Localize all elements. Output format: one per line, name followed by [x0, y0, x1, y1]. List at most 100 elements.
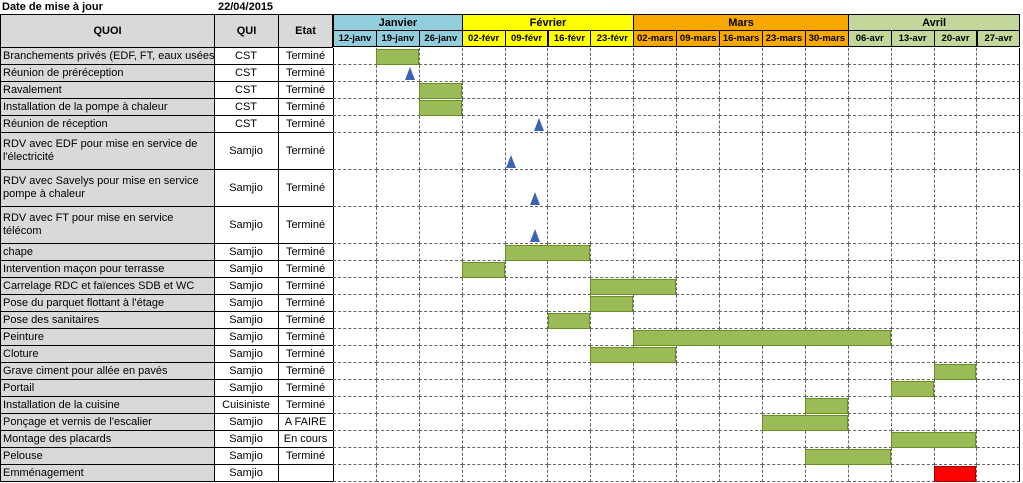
timeline-cell[interactable]: [461, 48, 506, 65]
task-name-cell[interactable]: Pelouse: [0, 448, 215, 465]
timeline-cell[interactable]: [847, 244, 892, 261]
timeline-cell[interactable]: [719, 116, 763, 133]
timeline-cell[interactable]: [804, 380, 849, 397]
timeline-cell[interactable]: [461, 465, 506, 482]
task-name-cell[interactable]: Portail: [0, 380, 215, 397]
timeline-cell[interactable]: [333, 170, 377, 207]
timeline-cell[interactable]: [804, 116, 849, 133]
timeline-cell[interactable]: [418, 65, 463, 82]
timeline-cell[interactable]: [933, 295, 978, 312]
timeline-cell[interactable]: [633, 244, 678, 261]
timeline-cell[interactable]: [762, 312, 806, 329]
timeline-cell[interactable]: [804, 363, 849, 380]
timeline-cell[interactable]: [890, 170, 935, 207]
task-status-cell[interactable]: Terminé: [278, 170, 334, 207]
timeline-cell[interactable]: [676, 431, 721, 448]
timeline-cell[interactable]: [933, 414, 978, 431]
timeline-cell[interactable]: [847, 312, 892, 329]
timeline-cell[interactable]: [333, 346, 377, 363]
timeline-cell[interactable]: [762, 48, 806, 65]
week-header[interactable]: 06-avr: [847, 30, 892, 47]
timeline-cell[interactable]: [719, 346, 763, 363]
month-header[interactable]: Mars: [633, 14, 849, 31]
timeline-cell[interactable]: [676, 48, 721, 65]
task-status-cell[interactable]: En cours: [278, 431, 334, 448]
timeline-cell[interactable]: [976, 278, 1021, 295]
timeline-cell[interactable]: [461, 170, 506, 207]
task-owner-cell[interactable]: Samjio: [214, 295, 279, 312]
timeline-cell[interactable]: [633, 397, 678, 414]
timeline-cell[interactable]: [333, 363, 377, 380]
timeline-cell[interactable]: [762, 363, 806, 380]
task-bar[interactable]: [633, 330, 891, 346]
timeline-cell[interactable]: [676, 133, 721, 170]
task-status-cell[interactable]: Terminé: [278, 261, 334, 278]
task-owner-cell[interactable]: CST: [214, 116, 279, 133]
timeline-cell[interactable]: [847, 207, 892, 244]
timeline-cell[interactable]: [676, 363, 721, 380]
timeline-cell[interactable]: [676, 82, 721, 99]
timeline-cell[interactable]: [418, 363, 463, 380]
timeline-cell[interactable]: [933, 207, 978, 244]
task-status-cell[interactable]: Terminé: [278, 99, 334, 116]
timeline-cell[interactable]: [418, 278, 463, 295]
timeline-cell[interactable]: [418, 207, 463, 244]
timeline-cell[interactable]: [719, 133, 763, 170]
timeline-cell[interactable]: [504, 261, 549, 278]
task-name-cell[interactable]: Ponçage et vernis de l'escalier: [0, 414, 215, 431]
timeline-cell[interactable]: [976, 48, 1021, 65]
timeline-cell[interactable]: [847, 99, 892, 116]
timeline-cell[interactable]: [847, 261, 892, 278]
timeline-cell[interactable]: [890, 244, 935, 261]
week-header[interactable]: 26-janv: [418, 30, 463, 47]
timeline-cell[interactable]: [504, 329, 549, 346]
timeline-cell[interactable]: [933, 244, 978, 261]
task-owner-cell[interactable]: Samjio: [214, 207, 279, 244]
task-bar[interactable]: [504, 245, 591, 261]
timeline-cell[interactable]: [333, 312, 377, 329]
timeline-cell[interactable]: [976, 295, 1021, 312]
timeline-cell[interactable]: [762, 295, 806, 312]
timeline-cell[interactable]: [762, 278, 806, 295]
timeline-cell[interactable]: [719, 465, 763, 482]
task-name-cell[interactable]: RDV avec EDF pour mise en service de l'é…: [0, 133, 215, 170]
timeline-cell[interactable]: [461, 207, 506, 244]
timeline-cell[interactable]: [890, 278, 935, 295]
timeline-cell[interactable]: [547, 278, 592, 295]
timeline-cell[interactable]: [504, 65, 549, 82]
timeline-cell[interactable]: [719, 397, 763, 414]
timeline-cell[interactable]: [333, 278, 377, 295]
task-bar[interactable]: [418, 83, 462, 99]
timeline-cell[interactable]: [804, 133, 849, 170]
timeline-cell[interactable]: [504, 133, 549, 170]
timeline-cell[interactable]: [375, 346, 420, 363]
timeline-cell[interactable]: [504, 116, 549, 133]
timeline-cell[interactable]: [590, 65, 635, 82]
timeline-cell[interactable]: [333, 207, 377, 244]
timeline-cell[interactable]: [375, 363, 420, 380]
timeline-cell[interactable]: [933, 99, 978, 116]
timeline-cell[interactable]: [375, 82, 420, 99]
task-owner-cell[interactable]: CST: [214, 99, 279, 116]
timeline-cell[interactable]: [375, 116, 420, 133]
timeline-cell[interactable]: [847, 397, 892, 414]
timeline-cell[interactable]: [633, 207, 678, 244]
timeline-cell[interactable]: [418, 133, 463, 170]
timeline-cell[interactable]: [804, 65, 849, 82]
timeline-cell[interactable]: [976, 133, 1021, 170]
task-bar[interactable]: [547, 313, 591, 329]
task-owner-cell[interactable]: Samjio: [214, 312, 279, 329]
timeline-cell[interactable]: [890, 397, 935, 414]
task-name-cell[interactable]: Carrelage RDC et faïences SDB et WC: [0, 278, 215, 295]
task-bar[interactable]: [890, 381, 934, 397]
timeline-cell[interactable]: [719, 207, 763, 244]
timeline-cell[interactable]: [633, 82, 678, 99]
task-bar[interactable]: [762, 415, 848, 431]
timeline-cell[interactable]: [676, 116, 721, 133]
timeline-cell[interactable]: [890, 346, 935, 363]
task-status-cell[interactable]: Terminé: [278, 65, 334, 82]
timeline-cell[interactable]: [547, 99, 592, 116]
timeline-cell[interactable]: [461, 431, 506, 448]
task-name-cell[interactable]: Installation de la cuisine: [0, 397, 215, 414]
timeline-cell[interactable]: [847, 48, 892, 65]
